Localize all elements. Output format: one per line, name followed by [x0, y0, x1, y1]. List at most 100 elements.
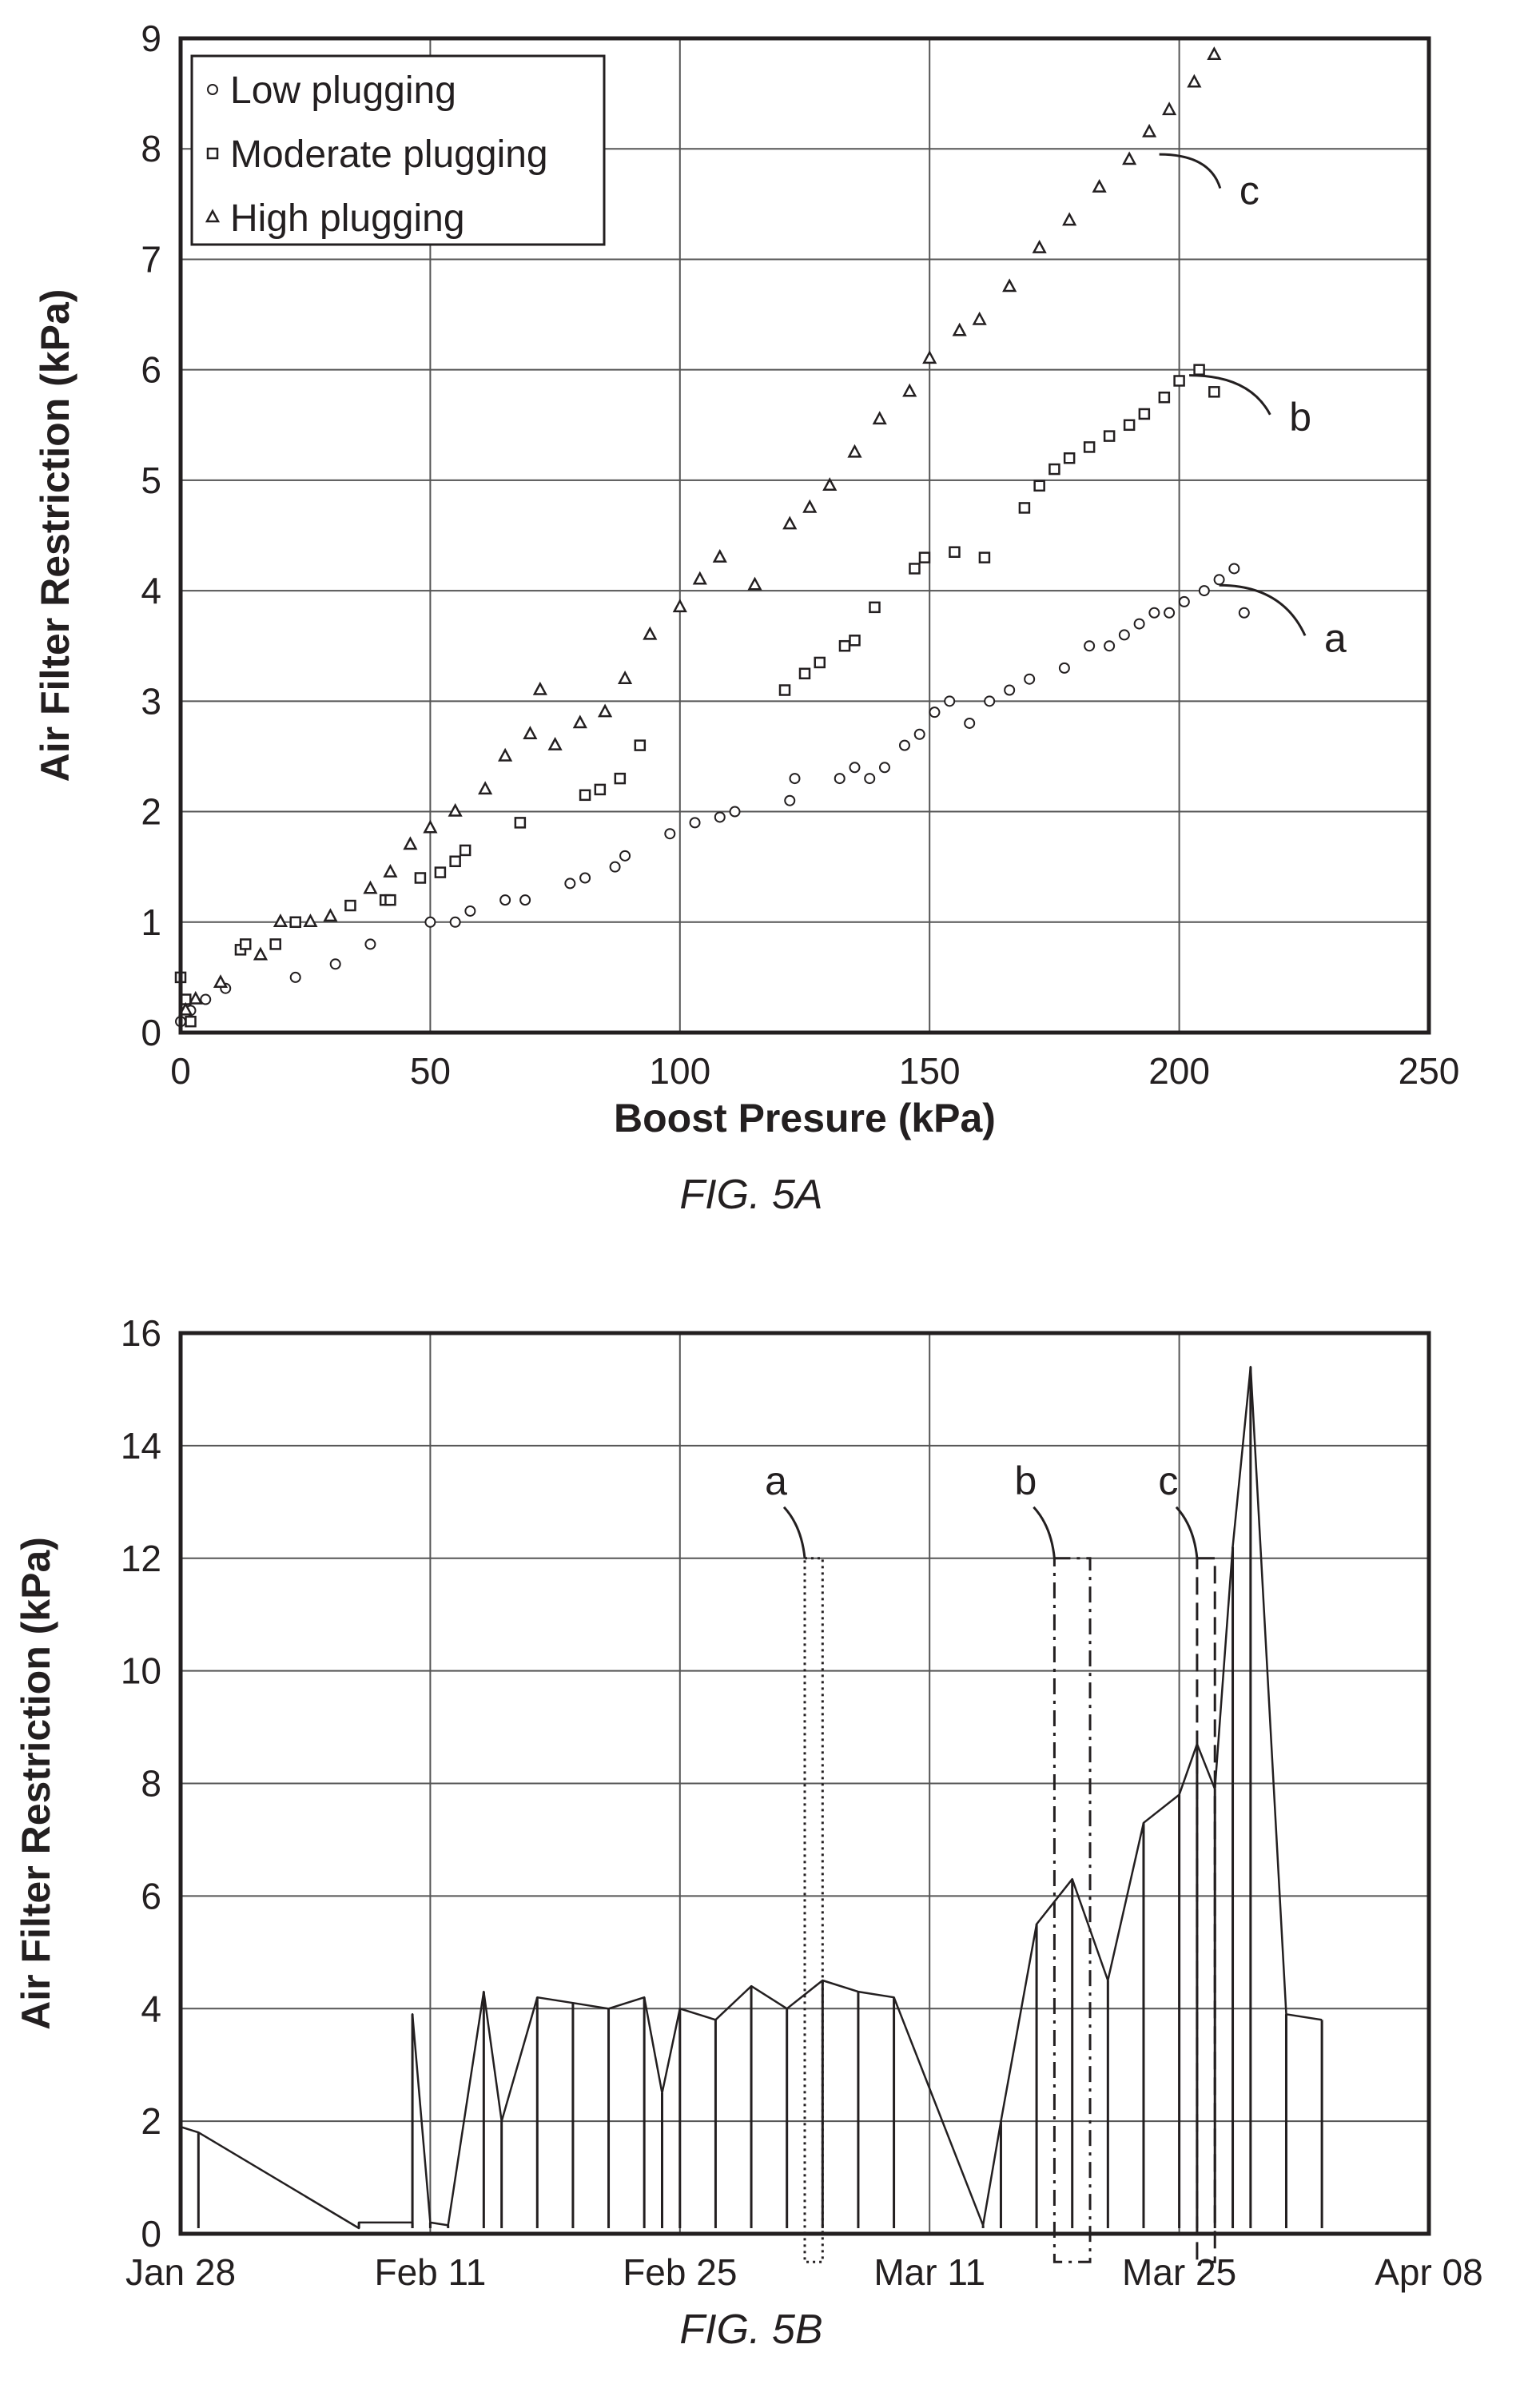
data-point-circle: [913, 728, 925, 740]
data-point-circle: [929, 706, 941, 718]
data-point-circle: [519, 894, 531, 906]
y-tick-label: 8: [141, 1763, 161, 1805]
data-point-triangle: [498, 747, 513, 762]
plot-frame-fig-5b: [178, 1331, 1431, 2236]
data-point-square: [289, 916, 301, 929]
data-point-square: [414, 872, 427, 884]
data-point-circle: [714, 811, 726, 823]
data-point-square: [239, 938, 252, 950]
data-point-circle: [1148, 607, 1160, 619]
data-point-square: [1173, 375, 1185, 387]
data-point-triangle: [1207, 46, 1222, 60]
region-label-a: a: [765, 1459, 787, 1503]
x-tick-label: 150: [899, 1050, 961, 1092]
x-tick-label: 0: [170, 1050, 191, 1092]
data-point-square: [185, 1015, 197, 1028]
data-point-triangle: [273, 913, 288, 928]
region-leader-b: [1033, 1506, 1056, 1558]
y-tick-label: 16: [121, 1312, 161, 1354]
callouts-fig-5a: a b c: [1159, 153, 1347, 660]
data-point-triangle: [802, 499, 818, 513]
callout-label-b: b: [1289, 395, 1311, 440]
data-point-triangle: [523, 726, 538, 740]
data-point-circle: [944, 695, 956, 707]
data-point-circle: [609, 861, 621, 873]
legend-marker-triangle: [205, 209, 221, 223]
data-point-circle: [1084, 640, 1096, 652]
data-point-triangle: [1122, 151, 1137, 165]
data-point-square: [918, 551, 931, 563]
data-point-square: [1208, 386, 1220, 398]
y-tick-label: 7: [141, 238, 161, 280]
x-tick-label: Feb 11: [375, 2251, 487, 2293]
data-point-square: [949, 546, 961, 558]
region-box-a: [803, 1557, 824, 2263]
legend-marker-square: [206, 147, 219, 160]
data-point-circle: [1213, 574, 1225, 586]
data-point-triangle: [747, 576, 762, 591]
data-point-triangle: [213, 974, 229, 989]
data-point-square: [1103, 430, 1116, 442]
data-point-triangle: [643, 626, 658, 640]
data-point-triangle: [532, 681, 547, 695]
data-point-triangle: [1002, 278, 1017, 293]
data-point-circle: [564, 878, 576, 890]
data-point-circle: [878, 762, 890, 774]
region-label-c: c: [1158, 1459, 1178, 1503]
data-point-triangle: [1162, 101, 1177, 116]
data-point-square: [384, 894, 396, 906]
data-points-fig-5a: [174, 46, 1250, 1028]
y-tick-label: 10: [121, 1650, 161, 1692]
data-point-circle: [424, 916, 436, 928]
data-point-circle: [689, 817, 701, 829]
data-point-triangle: [383, 863, 398, 878]
legend-box: [190, 54, 606, 246]
data-point-square: [909, 563, 921, 575]
x-tick-label: Feb 25: [623, 2251, 737, 2293]
legend-label-circle: Low plugging: [230, 70, 456, 112]
callout-leader-c: [1159, 153, 1222, 189]
data-point-circle: [784, 794, 796, 806]
region-leader-c: [1175, 1506, 1199, 1558]
highlight-regions-fig-5b: a b c: [765, 1459, 1216, 2263]
data-point-triangle: [423, 819, 438, 834]
data-point-triangle: [363, 880, 378, 894]
data-point-circle: [200, 993, 212, 1005]
data-point-triangle: [847, 444, 862, 458]
data-point-triangle: [1032, 239, 1047, 253]
data-point-square: [869, 601, 881, 614]
data-point-circle: [464, 905, 476, 917]
figure-caption-5b: FIG. 5B: [679, 2307, 822, 2353]
data-point-square: [434, 866, 447, 878]
data-point-triangle: [902, 383, 917, 397]
callout-leader-b: [1189, 374, 1271, 416]
y-tick-label: 6: [141, 1875, 161, 1916]
data-point-circle: [864, 773, 876, 785]
data-point-square: [1063, 452, 1076, 464]
x-tick-label: 100: [649, 1050, 710, 1092]
data-point-circle: [849, 762, 861, 774]
data-point-square: [614, 772, 627, 785]
data-point-square: [1123, 419, 1136, 432]
data-point-square: [269, 938, 281, 950]
data-point-circle: [1198, 585, 1210, 597]
data-point-triangle: [617, 671, 633, 684]
figure-caption-5a: FIG. 5A: [679, 1172, 822, 1218]
legend-fig-5a: Low plugging Moderate plugging High pluggi…: [190, 54, 606, 246]
scatter-chart-fig-5a: 0 50 100 150 200 250 0 1 2 3 4 5 6 7 8 9 Low plugging Mo…: [33, 18, 1459, 1218]
y-axis-title-fig-5a: Air Filter Restriction (kPa): [33, 289, 78, 782]
x-tick-label: 200: [1148, 1050, 1210, 1092]
y-tick-label: 1: [141, 902, 161, 943]
legend-marker-circle: [207, 84, 218, 95]
restriction-trace-fig-5b: [179, 1366, 1323, 2230]
tick-labels-fig-5b: Jan 28 Feb 11 Feb 25 Mar 11 Mar 25 Apr 08 0 2 4 6…: [121, 1312, 1483, 2293]
data-point-square: [978, 551, 991, 563]
data-point-circle: [1058, 662, 1070, 674]
data-point-triangle: [692, 571, 707, 585]
legend-label-triangle: High plugging: [230, 197, 465, 240]
plot-frame-fig-5a: [178, 36, 1431, 1035]
x-tick-label: Jan 28: [125, 2251, 236, 2293]
data-point-triangle: [712, 549, 727, 563]
data-point-circle: [329, 958, 341, 970]
